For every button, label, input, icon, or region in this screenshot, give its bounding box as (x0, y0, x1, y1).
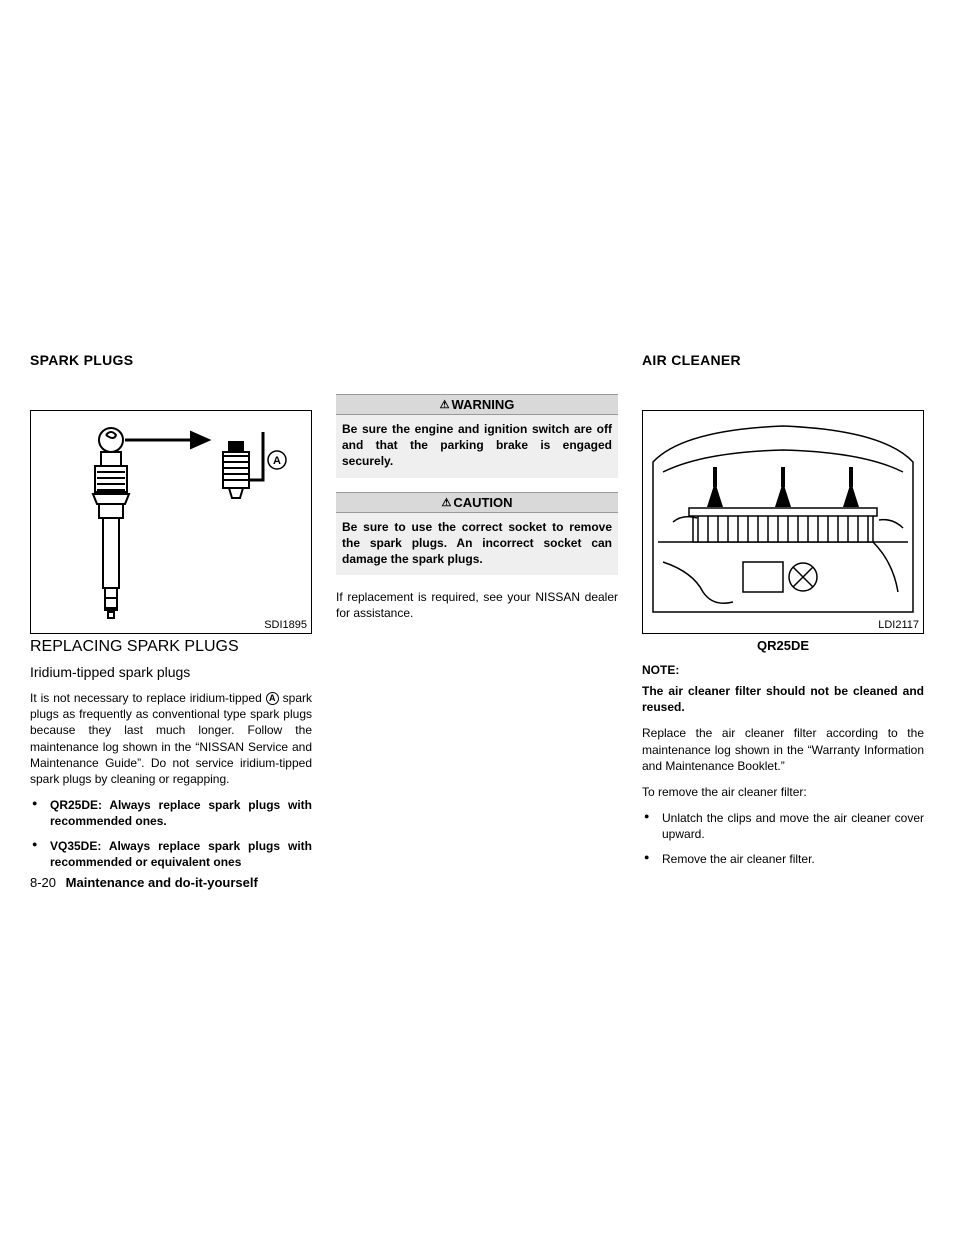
section-header-spark-plugs: SPARK PLUGS (30, 352, 312, 368)
spark-plug-diagram: A (31, 411, 311, 633)
spark-bullet-list: QR25DE: Always replace spark plugs with … (30, 797, 312, 870)
caution-title: CAUTION (453, 495, 512, 510)
spark-body: It is not necessary to replace iridium-t… (30, 690, 312, 787)
air-bullet-1: Unlatch the clips and move the air clean… (656, 810, 924, 842)
caution-icon: ⚠ (441, 496, 451, 509)
spark-body-pre: It is not necessary to replace iridium-t… (30, 691, 266, 705)
warning-header: ⚠WARNING (336, 394, 618, 415)
section-header-air-cleaner: AIR CLEANER (642, 352, 924, 368)
air-bullet-list: Unlatch the clips and move the air clean… (642, 810, 924, 867)
warning-title: WARNING (452, 397, 515, 412)
note-label: NOTE: (642, 663, 924, 677)
spark-body-post: spark plugs as frequently as conventiona… (30, 691, 312, 786)
air-bullet-2: Remove the air cleaner filter. (656, 851, 924, 867)
figure-spark-plug: A SDI1895 (30, 410, 312, 634)
heading-replacing-spark-plugs: REPLACING SPARK PLUGS (30, 638, 312, 656)
column-1: SPARK PLUGS (30, 352, 312, 878)
figure-marker-a: A (273, 455, 281, 467)
figure-caption-qr25de: QR25DE (642, 638, 924, 653)
inline-marker-a: A (266, 692, 279, 705)
heading-iridium-tipped: Iridium-tipped spark plugs (30, 664, 312, 680)
page: SPARK PLUGS (0, 0, 954, 878)
page-number: 8-20 (30, 875, 56, 890)
figure-code-1: SDI1895 (264, 619, 307, 631)
warning-body: Be sure the engine and ignition switch a… (336, 415, 618, 478)
note-body: The air cleaner filter should not be cle… (642, 683, 924, 715)
figure-code-2: LDI2117 (878, 619, 919, 631)
caution-body: Be sure to use the correct socket to rem… (336, 513, 618, 576)
col2-body: If replacement is required, see your NIS… (336, 589, 618, 621)
air-body-1: Replace the air cleaner filter according… (642, 725, 924, 774)
figure-air-cleaner: LDI2117 (642, 410, 924, 634)
footer-section: Maintenance and do-it-yourself (66, 875, 258, 890)
spark-bullet-2: VQ35DE: Always replace spark plugs with … (44, 838, 312, 870)
spark-bullet-1: QR25DE: Always replace spark plugs with … (44, 797, 312, 829)
caution-header: ⚠CAUTION (336, 492, 618, 513)
column-2: ⚠WARNING Be sure the engine and ignition… (336, 352, 618, 878)
page-footer: 8-20 Maintenance and do-it-yourself (30, 875, 258, 890)
engine-bay-diagram (643, 411, 923, 633)
warning-icon: ⚠ (440, 398, 450, 411)
air-body-2: To remove the air cleaner filter: (642, 784, 924, 800)
column-3: AIR CLEANER (642, 352, 924, 878)
